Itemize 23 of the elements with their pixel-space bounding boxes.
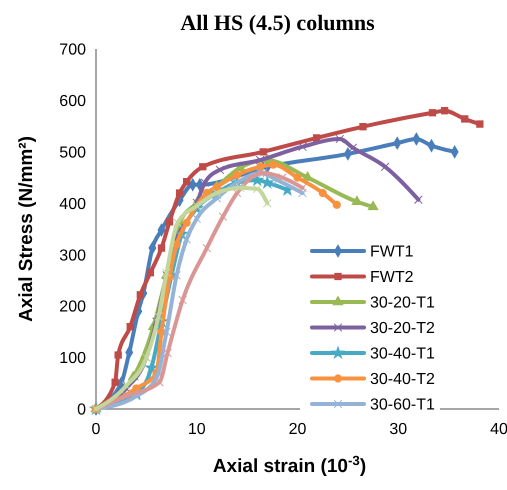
- y-tick-label: 300: [59, 247, 86, 264]
- x-tick-label: 40: [490, 421, 507, 438]
- legend-label: 30-20-T2: [370, 320, 436, 338]
- x-axis-title: Axial strain (10$^{-3}$): [212, 452, 366, 477]
- legend-label: FWT2: [370, 269, 414, 286]
- x-tick-label: 30: [389, 421, 408, 438]
- y-tick-label: 500: [59, 144, 86, 162]
- y-tick-label: 600: [59, 93, 86, 110]
- x-tick-label: 10: [188, 421, 206, 438]
- legend-label: 30-40-T1: [370, 346, 436, 363]
- chart-title: All HS (4.5) columns: [180, 10, 376, 35]
- legend-label: FWT1: [370, 244, 414, 261]
- y-tick-label: 100: [59, 350, 86, 368]
- legend-label: 30-40-T2: [370, 371, 436, 388]
- x-tick-label: 0: [92, 421, 101, 438]
- y-tick-label: 0: [77, 402, 86, 419]
- y-tick-label: 700: [59, 42, 86, 59]
- y-tick-label: 400: [59, 196, 86, 213]
- legend-label: 30-60-T1: [370, 396, 436, 414]
- y-tick-label: 200: [59, 298, 86, 316]
- x-tick-label: 20: [288, 421, 306, 438]
- legend-label: 30-20-T1: [370, 294, 436, 312]
- y-axis-title: Axial Stress (N/mm²): [16, 136, 37, 322]
